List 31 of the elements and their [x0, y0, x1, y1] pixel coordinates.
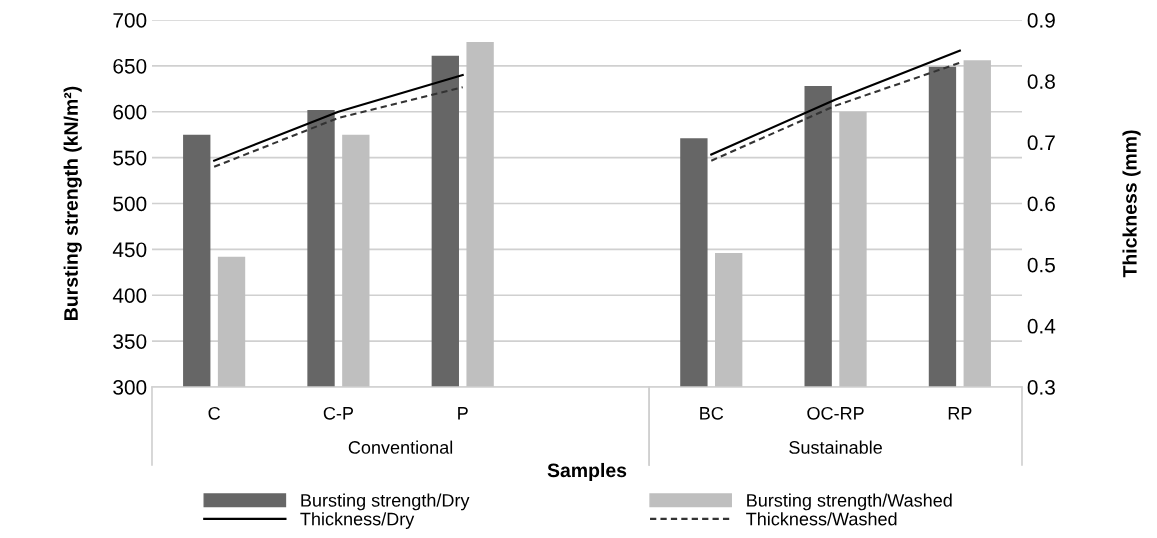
y-tick-label: 300 — [113, 380, 147, 395]
y2-tick-label: 0.9 — [1027, 13, 1055, 28]
x-tick-label: C-P — [323, 406, 354, 420]
y-tick-label: 350 — [113, 334, 147, 349]
y-tick-label: 700 — [113, 13, 147, 28]
y2-tick-label: 0.3 — [1027, 380, 1055, 395]
y-tick-label: 450 — [112, 242, 147, 258]
x-tick-label: BC — [700, 406, 724, 420]
text: Sustainable — [789, 440, 882, 454]
y-tick-label: 650 — [113, 58, 147, 74]
y2-tick-label: 0.7 — [1027, 135, 1055, 151]
legend-label: Thickness/Washed — [746, 512, 897, 526]
y-tick-label: 400 — [112, 288, 147, 303]
y2-tick-label: 0.6 — [1027, 196, 1055, 212]
y2-tick-label: 0.8 — [1027, 74, 1055, 89]
y2-axis-title: Thickness (mm) — [1122, 130, 1141, 278]
x-tick-label: OC-RP — [807, 406, 864, 420]
legend-label: Thickness/Dry — [300, 512, 415, 529]
x-tick-label: C — [208, 406, 220, 420]
y-tick-label: 500 — [113, 196, 147, 212]
y2-tick-label: 0.5 — [1027, 257, 1055, 273]
legend-label: Bursting strength/Washed — [747, 493, 952, 511]
x-axis-title: Samples — [547, 462, 627, 482]
legend-label: Bursting strength/Dry — [301, 493, 470, 511]
y-axis-title: Bursting strength (kN/m²) — [63, 86, 82, 320]
y-tick-label: 550 — [113, 150, 147, 166]
y-tick-label: 600 — [113, 104, 147, 120]
text: Conventional — [348, 440, 453, 454]
x-tick-label: P — [458, 407, 468, 420]
y2-tick-label: 0.4 — [1027, 318, 1056, 334]
x-tick-label: RP — [948, 407, 972, 420]
